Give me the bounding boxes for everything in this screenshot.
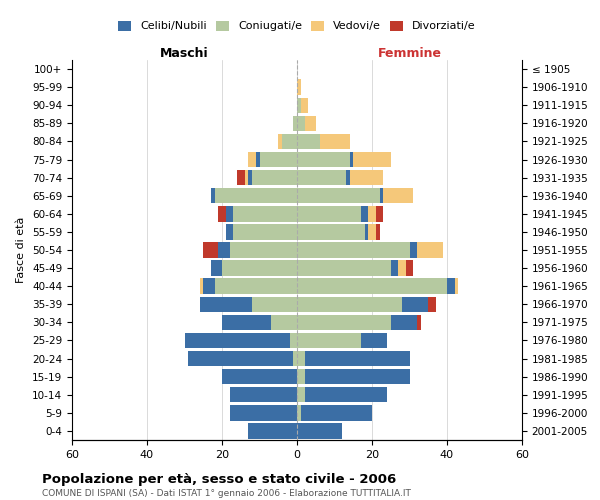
Bar — [211, 260, 222, 276]
Bar — [297, 134, 320, 149]
Bar — [398, 260, 406, 276]
Bar — [361, 333, 387, 348]
Bar — [368, 224, 376, 240]
Bar — [376, 224, 380, 240]
Bar — [278, 134, 282, 149]
Bar — [455, 278, 458, 294]
Bar — [297, 278, 447, 294]
Bar — [199, 278, 203, 294]
Bar — [203, 242, 218, 258]
Bar — [368, 206, 376, 222]
Bar — [233, 206, 297, 222]
Bar — [282, 134, 297, 149]
Bar — [199, 296, 252, 312]
Bar — [320, 134, 349, 149]
Bar — [301, 405, 372, 420]
Bar — [188, 351, 293, 366]
Bar — [383, 188, 413, 204]
Bar — [297, 351, 305, 366]
Bar — [293, 116, 297, 131]
Bar — [305, 369, 409, 384]
Bar — [297, 296, 402, 312]
Bar — [417, 314, 421, 330]
Bar — [229, 387, 297, 402]
Bar — [409, 242, 417, 258]
Bar — [305, 387, 387, 402]
Bar — [346, 170, 349, 186]
Bar — [245, 170, 248, 186]
Bar — [297, 387, 305, 402]
Bar — [349, 152, 353, 167]
Bar — [297, 405, 301, 420]
Bar — [211, 188, 215, 204]
Bar — [406, 260, 413, 276]
Bar — [185, 333, 290, 348]
Bar — [237, 170, 245, 186]
Y-axis label: Fasce di età: Fasce di età — [16, 217, 26, 283]
Bar — [305, 351, 409, 366]
Text: COMUNE DI ISPANI (SA) - Dati ISTAT 1° gennaio 2006 - Elaborazione TUTTITALIA.IT: COMUNE DI ISPANI (SA) - Dati ISTAT 1° ge… — [42, 489, 411, 498]
Bar — [297, 224, 365, 240]
Bar — [252, 296, 297, 312]
Bar — [203, 278, 215, 294]
Text: Maschi: Maschi — [160, 47, 209, 60]
Bar — [417, 242, 443, 258]
Bar — [376, 206, 383, 222]
Bar — [305, 116, 316, 131]
Bar — [353, 152, 391, 167]
Bar — [226, 224, 233, 240]
Bar — [297, 333, 361, 348]
Bar — [349, 170, 383, 186]
Text: Femmine: Femmine — [377, 47, 442, 60]
Bar — [248, 170, 252, 186]
Bar — [297, 424, 342, 438]
Bar — [297, 152, 349, 167]
Bar — [260, 152, 297, 167]
Bar — [271, 314, 297, 330]
Bar — [365, 224, 368, 240]
Bar — [222, 314, 271, 330]
Bar — [229, 242, 297, 258]
Bar — [290, 333, 297, 348]
Y-axis label: Anni di nascita: Anni di nascita — [597, 209, 600, 291]
Bar — [297, 260, 391, 276]
Bar — [297, 80, 301, 95]
Bar — [297, 98, 301, 113]
Bar — [215, 188, 297, 204]
Bar — [222, 369, 297, 384]
Legend: Celibi/Nubili, Coniugati/e, Vedovi/e, Divorziati/e: Celibi/Nubili, Coniugati/e, Vedovi/e, Di… — [114, 16, 480, 36]
Text: Popolazione per età, sesso e stato civile - 2006: Popolazione per età, sesso e stato civil… — [42, 472, 396, 486]
Bar — [226, 206, 233, 222]
Bar — [301, 98, 308, 113]
Bar — [428, 296, 436, 312]
Bar — [297, 369, 305, 384]
Bar — [233, 224, 297, 240]
Bar — [218, 242, 229, 258]
Bar — [252, 170, 297, 186]
Bar — [361, 206, 368, 222]
Bar — [391, 314, 417, 330]
Bar — [256, 152, 260, 167]
Bar — [380, 188, 383, 204]
Bar — [297, 188, 380, 204]
Bar — [391, 260, 398, 276]
Bar — [222, 260, 297, 276]
Bar — [447, 278, 455, 294]
Bar — [229, 405, 297, 420]
Bar — [297, 242, 409, 258]
Bar — [218, 206, 226, 222]
Bar — [402, 296, 428, 312]
Bar — [297, 206, 361, 222]
Bar — [297, 314, 391, 330]
Bar — [215, 278, 297, 294]
Bar — [293, 351, 297, 366]
Bar — [248, 424, 297, 438]
Bar — [297, 116, 305, 131]
Bar — [248, 152, 256, 167]
Bar — [297, 170, 346, 186]
